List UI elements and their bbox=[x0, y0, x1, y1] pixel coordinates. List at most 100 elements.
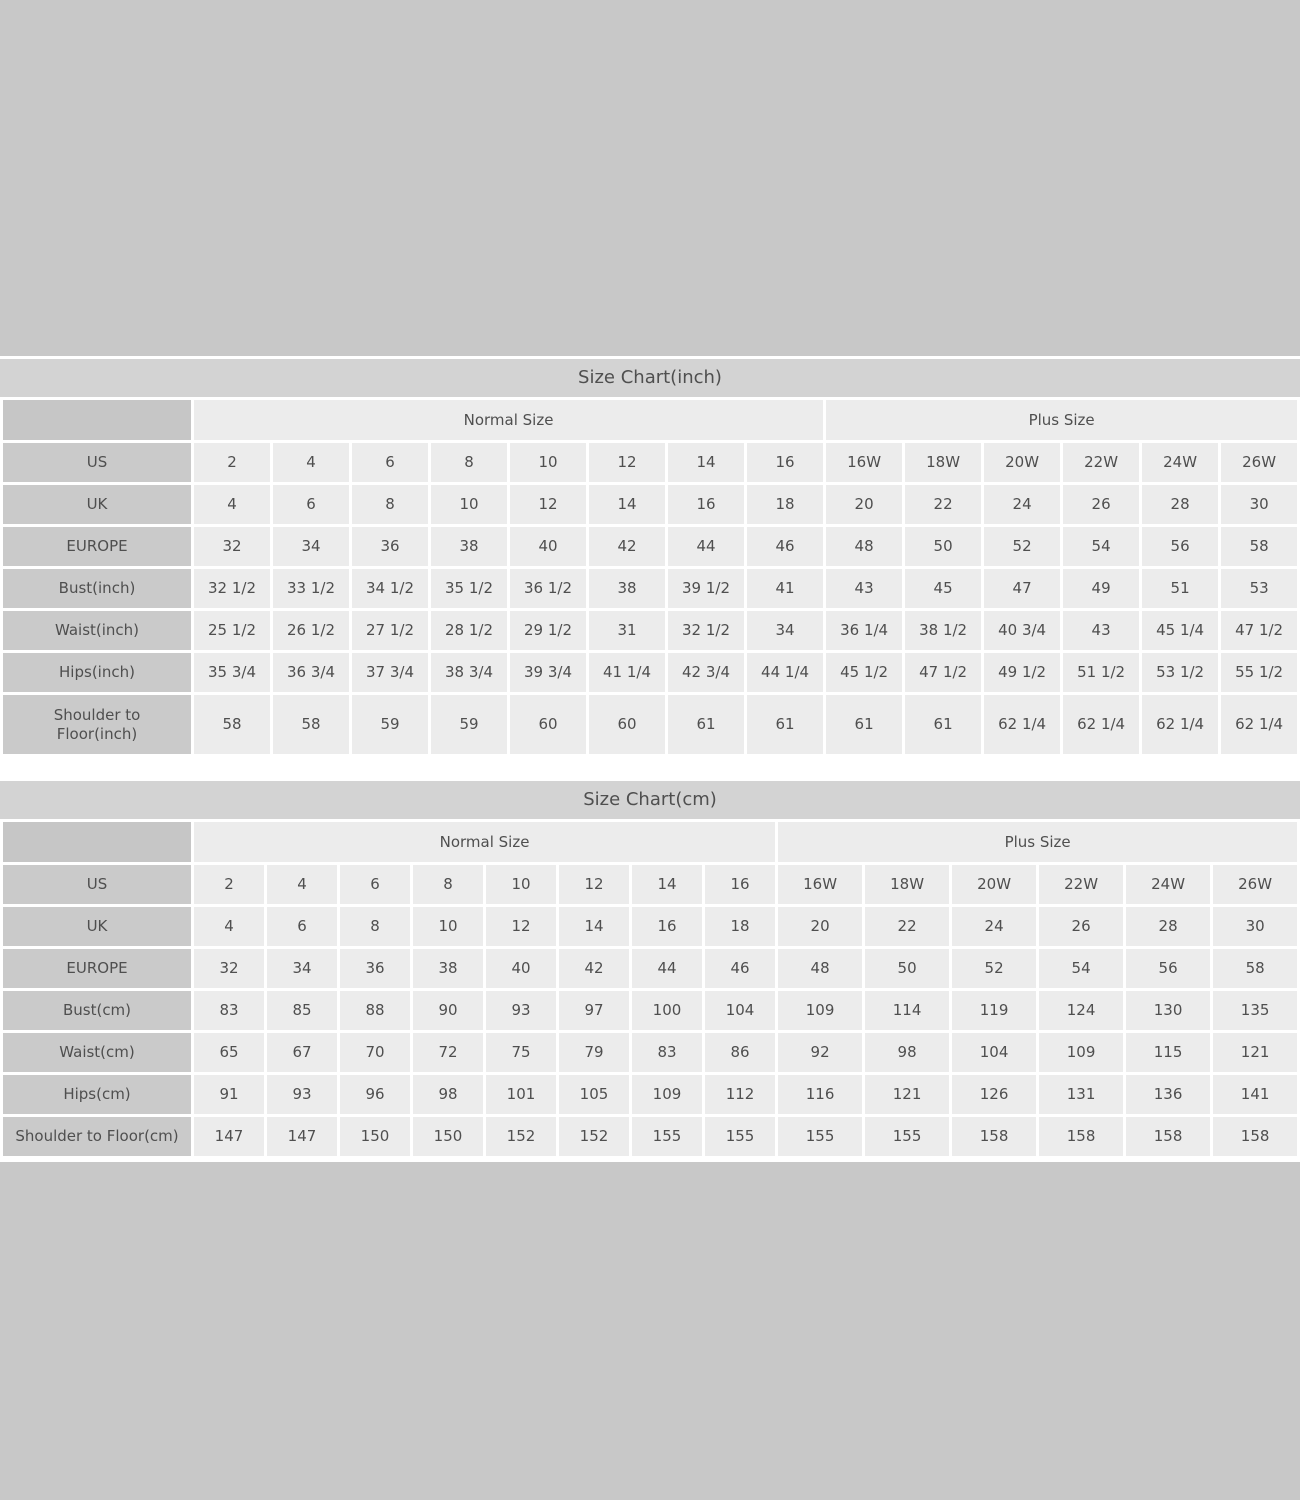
size-value-cell: 44 bbox=[668, 527, 744, 566]
row-label: Hips(inch) bbox=[3, 653, 191, 692]
size-value-cell: 51 1/2 bbox=[1063, 653, 1140, 692]
size-value-cell: 131 bbox=[1039, 1075, 1124, 1114]
size-value-cell: 48 bbox=[826, 527, 903, 566]
group-header-row: Normal Size Plus Size bbox=[3, 400, 1298, 440]
group-header-plus-size: Plus Size bbox=[826, 400, 1298, 440]
table-row: US 2 4 6 8 10 12 14 16 16W 18W 20W 22W 24W 26W bbox=[3, 443, 1298, 482]
size-value-cell: 34 bbox=[747, 611, 824, 650]
size-value-cell: 121 bbox=[1213, 1033, 1298, 1072]
size-charts-container: Size Chart(inch) Normal Size Plus Size US 2 4… bbox=[0, 356, 1300, 1162]
table-row: Shoulder to Floor(inch) 58 58 59 59 60 60 61 61 6… bbox=[3, 695, 1298, 754]
size-value-cell: 65 bbox=[194, 1033, 264, 1072]
size-value-cell: 4 bbox=[194, 907, 264, 946]
corner-cell bbox=[3, 400, 191, 440]
size-value-cell: 100 bbox=[632, 991, 702, 1030]
size-value-cell: 90 bbox=[413, 991, 483, 1030]
size-value-cell: 20 bbox=[778, 907, 863, 946]
table-row: EUROPE 32 34 36 38 40 42 44 46 48 50 52 54 56 58 bbox=[3, 949, 1298, 988]
group-header-row: Normal Size Plus Size bbox=[3, 822, 1298, 862]
size-value-cell: 46 bbox=[747, 527, 824, 566]
table-row: EUROPE 32 34 36 38 40 42 44 46 48 50 52 54 56 58 bbox=[3, 527, 1298, 566]
size-value-cell: 32 1/2 bbox=[668, 611, 744, 650]
size-value-cell: 30 bbox=[1221, 485, 1298, 524]
table-row: Hips(cm) 91 93 96 98 101 105 109 112 116 121 126 131… bbox=[3, 1075, 1298, 1114]
size-value-cell: 30 bbox=[1213, 907, 1298, 946]
size-value-cell: 32 bbox=[194, 949, 264, 988]
size-value-cell: 18 bbox=[705, 907, 776, 946]
size-value-cell: 45 1/4 bbox=[1142, 611, 1219, 650]
size-value-cell: 31 bbox=[589, 611, 665, 650]
table-row: Waist(inch) 25 1/2 26 1/2 27 1/2 28 1/2 29 1/… bbox=[3, 611, 1298, 650]
size-value-cell: 26W bbox=[1221, 443, 1298, 482]
size-value-cell: 60 bbox=[589, 695, 665, 754]
corner-cell bbox=[3, 822, 191, 862]
size-value-cell: 119 bbox=[952, 991, 1037, 1030]
size-value-cell: 70 bbox=[340, 1033, 410, 1072]
size-value-cell: 59 bbox=[352, 695, 428, 754]
size-value-cell: 97 bbox=[559, 991, 629, 1030]
size-value-cell: 16 bbox=[668, 485, 744, 524]
size-value-cell: 6 bbox=[352, 443, 428, 482]
size-value-cell: 121 bbox=[865, 1075, 950, 1114]
size-value-cell: 24W bbox=[1126, 865, 1211, 904]
size-value-cell: 105 bbox=[559, 1075, 629, 1114]
size-value-cell: 126 bbox=[952, 1075, 1037, 1114]
size-value-cell: 12 bbox=[559, 865, 629, 904]
size-value-cell: 39 1/2 bbox=[668, 569, 744, 608]
size-value-cell: 20W bbox=[952, 865, 1037, 904]
size-value-cell: 141 bbox=[1213, 1075, 1298, 1114]
size-value-cell: 6 bbox=[340, 865, 410, 904]
size-value-cell: 115 bbox=[1126, 1033, 1211, 1072]
size-value-cell: 37 3/4 bbox=[352, 653, 428, 692]
size-value-cell: 51 bbox=[1142, 569, 1219, 608]
row-label: Bust(inch) bbox=[3, 569, 191, 608]
size-value-cell: 72 bbox=[413, 1033, 483, 1072]
size-value-cell: 44 1/4 bbox=[747, 653, 824, 692]
size-value-cell: 28 bbox=[1142, 485, 1219, 524]
size-value-cell: 6 bbox=[273, 485, 349, 524]
size-value-cell: 56 bbox=[1142, 527, 1219, 566]
size-value-cell: 40 bbox=[510, 527, 586, 566]
size-value-cell: 47 1/2 bbox=[1221, 611, 1298, 650]
size-value-cell: 32 bbox=[194, 527, 270, 566]
row-label: Shoulder to Floor(inch) bbox=[3, 695, 191, 754]
row-label: EUROPE bbox=[3, 949, 191, 988]
size-value-cell: 40 bbox=[486, 949, 556, 988]
size-value-cell: 58 bbox=[1221, 527, 1298, 566]
size-value-cell: 10 bbox=[510, 443, 586, 482]
size-table-block-cm: Size Chart(cm) Normal Size Plus Size US 2 4 6 8… bbox=[0, 781, 1300, 1159]
size-value-cell: 16W bbox=[826, 443, 903, 482]
size-value-cell: 38 bbox=[413, 949, 483, 988]
size-value-cell: 75 bbox=[486, 1033, 556, 1072]
size-value-cell: 18W bbox=[905, 443, 982, 482]
size-value-cell: 10 bbox=[486, 865, 556, 904]
size-value-cell: 109 bbox=[632, 1075, 702, 1114]
group-header-normal-size: Normal Size bbox=[194, 822, 776, 862]
size-value-cell: 104 bbox=[705, 991, 776, 1030]
size-value-cell: 36 bbox=[352, 527, 428, 566]
table-row: US 2 4 6 8 10 12 14 16 16W 18W 20W 22W 24W 26W bbox=[3, 865, 1298, 904]
size-value-cell: 10 bbox=[431, 485, 507, 524]
size-value-cell: 20W bbox=[984, 443, 1061, 482]
size-value-cell: 116 bbox=[778, 1075, 863, 1114]
size-value-cell: 18 bbox=[747, 485, 824, 524]
row-label: UK bbox=[3, 485, 191, 524]
size-value-cell: 86 bbox=[705, 1033, 776, 1072]
size-value-cell: 147 bbox=[267, 1117, 337, 1156]
group-header-normal-size: Normal Size bbox=[194, 400, 824, 440]
size-value-cell: 158 bbox=[1039, 1117, 1124, 1156]
size-value-cell: 93 bbox=[486, 991, 556, 1030]
table-title-inch: Size Chart(inch) bbox=[0, 359, 1300, 397]
size-value-cell: 109 bbox=[778, 991, 863, 1030]
size-value-cell: 35 3/4 bbox=[194, 653, 270, 692]
size-value-cell: 2 bbox=[194, 865, 264, 904]
size-value-cell: 114 bbox=[865, 991, 950, 1030]
size-value-cell: 98 bbox=[865, 1033, 950, 1072]
size-value-cell: 50 bbox=[865, 949, 950, 988]
size-value-cell: 36 bbox=[340, 949, 410, 988]
size-value-cell: 26 1/2 bbox=[273, 611, 349, 650]
size-value-cell: 104 bbox=[952, 1033, 1037, 1072]
row-label: Hips(cm) bbox=[3, 1075, 191, 1114]
size-value-cell: 62 1/4 bbox=[1142, 695, 1219, 754]
size-value-cell: 49 bbox=[1063, 569, 1140, 608]
